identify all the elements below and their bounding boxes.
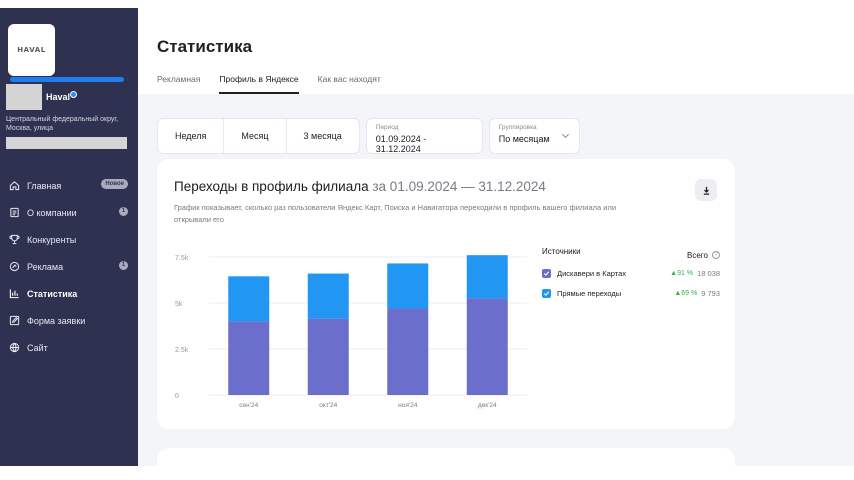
x-tick-label: сен'24 <box>239 402 258 409</box>
document-icon <box>10 207 19 218</box>
checkbox-icon[interactable] <box>542 288 551 298</box>
bar-segment <box>228 321 270 395</box>
legend-item-direct[interactable]: Прямые переходы ▲69 % 9 793 <box>542 283 720 303</box>
company-logo[interactable]: HAVAL <box>8 24 55 76</box>
legend-total-label: Всего ? <box>687 247 720 263</box>
visits-bar-chart: 0 2.5k 5k 7.5k сен'24 окт'24 ноя'24 дек'24 <box>175 255 527 409</box>
legend-item-growth: ▲69 % <box>674 289 698 297</box>
legend-total-text: Всего <box>687 250 708 260</box>
count-badge: 1 <box>119 261 128 270</box>
legend-item-name: Прямые переходы <box>557 288 622 298</box>
legend-item-total: 9 793 <box>701 288 720 298</box>
grouping-select[interactable]: Группировка По месяцам <box>488 118 580 154</box>
grouping-value: По месяцам <box>498 134 550 144</box>
y-tick-label: 7.5k <box>175 255 189 262</box>
tab-advertising[interactable]: Рекламная <box>157 74 201 84</box>
download-icon <box>703 186 709 195</box>
legend-item-total: 18 038 <box>697 268 720 278</box>
sidebar-item-about[interactable]: О компании 1 <box>0 199 138 226</box>
tab-how-found[interactable]: Как вас находят <box>317 74 381 84</box>
sidebar-item-home[interactable]: Главная Новое <box>0 172 138 199</box>
range-week-button[interactable]: Неделя <box>158 119 225 153</box>
sidebar-item-ads[interactable]: Реклама 1 <box>0 253 138 280</box>
sidebar-item-label: О компании <box>27 207 77 218</box>
x-tick-label: ноя'24 <box>398 402 418 409</box>
download-button[interactable] <box>695 179 717 201</box>
logo-text: HAVAL <box>17 46 46 54</box>
sidebar-item-competitors[interactable]: Конкуренты <box>0 226 138 253</box>
range-month-button[interactable]: Месяц <box>224 119 287 153</box>
y-tick-label: 2.5k <box>175 347 189 354</box>
next-card <box>157 448 735 478</box>
business-address: Центральный федеральный округ, Москва, у… <box>6 116 119 132</box>
profile-progress-bar <box>10 77 124 82</box>
card-title-period: за 01.09.2024 — 31.12.2024 <box>372 179 546 194</box>
sidebar-item-label: Сайт <box>27 342 48 353</box>
card-description: График показывает, сколько раз пользоват… <box>174 203 617 224</box>
chart-legend: Источники Всего ? Дискавери в Картах ▲91… <box>542 247 720 303</box>
sidebar-item-label: Реклама <box>27 261 64 272</box>
sidebar-item-request-form[interactable]: Форма заявки <box>0 307 138 334</box>
bar-segment <box>466 255 508 299</box>
legend-header: Источники Всего ? <box>542 247 720 263</box>
verified-icon <box>70 91 77 98</box>
sidebar-item-label: Конкуренты <box>27 234 77 245</box>
checkbox-icon[interactable] <box>542 268 551 278</box>
business-name[interactable]: Haval <box>46 92 71 102</box>
range-selector: Неделя Месяц 3 месяца <box>157 118 360 154</box>
sidebar-item-site[interactable]: Сайт <box>0 334 138 361</box>
trophy-icon <box>9 234 20 245</box>
period-label: Период <box>375 124 399 131</box>
period-value: 01.09.2024 - 31.12.2024 <box>375 134 427 154</box>
business-avatar <box>6 84 42 110</box>
globe-icon <box>9 342 20 353</box>
address-redacted <box>6 137 127 149</box>
bar-segment <box>228 276 270 322</box>
bar-segment <box>387 308 429 395</box>
filters-bar: Неделя Месяц 3 месяца Период 01.09.2024 … <box>157 118 580 154</box>
bar-segment <box>307 273 349 319</box>
new-badge: Новое <box>101 179 128 189</box>
sidebar: HAVAL Haval Центральный федеральный окру… <box>0 8 138 466</box>
sidebar-item-label: Главная <box>27 180 62 191</box>
count-badge: 1 <box>119 207 128 216</box>
bar-segment <box>387 263 429 309</box>
card-title: Переходы в профиль филиала за 01.09.2024… <box>174 179 546 194</box>
sidebar-nav: Главная Новое О компании 1 Конкуренты Ре… <box>0 172 138 361</box>
info-icon[interactable]: ? <box>712 251 720 259</box>
sidebar-item-label: Форма заявки <box>27 315 86 326</box>
x-tick-label: окт'24 <box>319 402 337 409</box>
page-title: Статистика <box>157 37 253 56</box>
profile-visits-card: Переходы в профиль филиала за 01.09.2024… <box>157 159 735 429</box>
bar-segment <box>466 298 508 395</box>
grouping-label: Группировка <box>498 124 537 131</box>
bar-segment <box>307 318 349 395</box>
main-content: Статистика Рекламная Профиль в Яндексе К… <box>138 8 854 478</box>
card-title-text: Переходы в профиль филиала <box>174 179 369 194</box>
bar-chart-icon <box>9 289 19 299</box>
sidebar-item-statistics[interactable]: Статистика <box>0 280 138 307</box>
page-header: Статистика Рекламная Профиль в Яндексе К… <box>138 8 854 94</box>
tab-yandex-profile[interactable]: Профиль в Яндексе <box>219 74 299 94</box>
x-tick-label: дек'24 <box>478 402 497 409</box>
legend-item-growth: ▲91 % <box>670 269 694 277</box>
range-3months-button[interactable]: 3 месяца <box>303 131 342 141</box>
legend-sources-label: Источники <box>542 247 581 256</box>
sidebar-item-label: Статистика <box>27 288 78 299</box>
legend-item-name: Дискавери в Картах <box>557 268 627 278</box>
period-picker[interactable]: Период 01.09.2024 - 31.12.2024 <box>365 118 483 154</box>
y-tick-label: 0 <box>175 393 179 400</box>
y-tick-label: 5k <box>175 301 183 308</box>
home-icon <box>9 181 20 191</box>
legend-item-discovery[interactable]: Дискавери в Картах ▲91 % 18 038 <box>542 263 720 283</box>
edit-icon <box>9 315 20 326</box>
megaphone-icon <box>9 261 20 272</box>
tab-bar: Рекламная Профиль в Яндексе Как вас нахо… <box>157 74 400 94</box>
